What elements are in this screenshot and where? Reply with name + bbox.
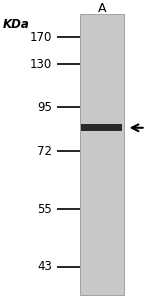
Bar — [81, 124, 122, 132]
Text: A: A — [98, 2, 106, 15]
Text: 43: 43 — [37, 260, 52, 273]
Bar — [80, 14, 124, 295]
Text: KDa: KDa — [2, 18, 29, 31]
Text: 170: 170 — [30, 31, 52, 44]
Text: 130: 130 — [30, 57, 52, 71]
Text: 72: 72 — [37, 145, 52, 158]
Text: 95: 95 — [37, 101, 52, 113]
Text: 55: 55 — [38, 203, 52, 216]
